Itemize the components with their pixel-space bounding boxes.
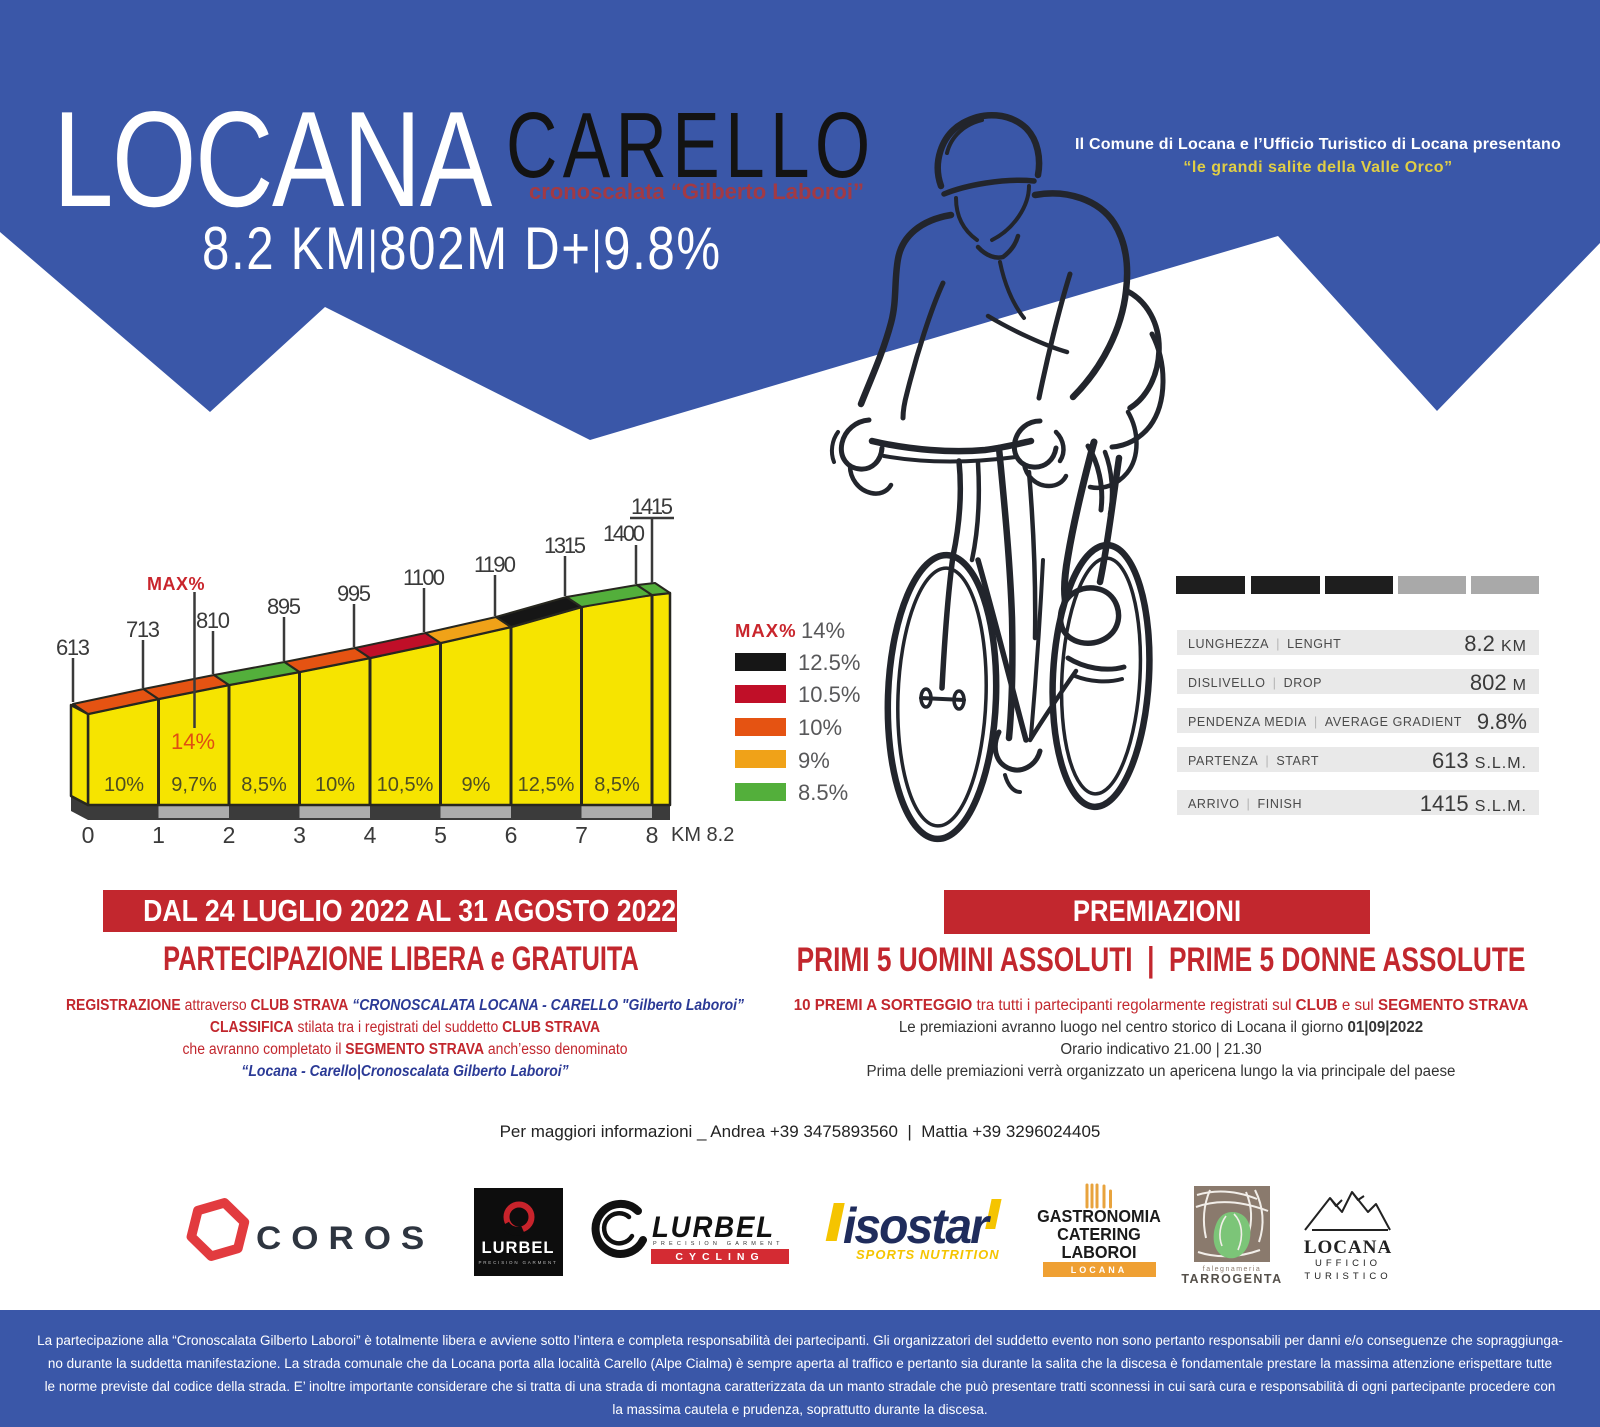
svg-text:8: 8: [646, 822, 659, 848]
svg-text:KM 8.2: KM 8.2: [671, 824, 734, 846]
svg-text:SPORTS NUTRITION: SPORTS NUTRITION: [856, 1247, 1000, 1262]
svg-text:PRECISION GARMENT: PRECISION GARMENT: [653, 1241, 784, 1247]
svg-text:613: 613: [56, 635, 90, 660]
svg-text:MAX%: MAX%: [735, 620, 797, 641]
svg-text:TURISTICO: TURISTICO: [1304, 1271, 1391, 1282]
svg-text:8,5%: 8,5%: [594, 774, 640, 796]
svg-text:10,5%: 10,5%: [377, 774, 434, 796]
svg-text:995: 995: [337, 581, 371, 606]
svg-text:1100: 1100: [403, 565, 445, 590]
svg-text:9%: 9%: [462, 774, 491, 796]
svg-text:4: 4: [364, 822, 377, 848]
svg-text:6: 6: [505, 822, 518, 848]
svg-text:falegnameria: falegnameria: [1203, 1266, 1261, 1273]
svg-text:LOCANA: LOCANA: [1304, 1237, 1392, 1258]
svg-text:CATERING: CATERING: [1057, 1224, 1141, 1244]
svg-text:MAX%: MAX%: [147, 574, 205, 594]
svg-text:10%: 10%: [315, 774, 355, 796]
svg-text:UFFICIO: UFFICIO: [1315, 1258, 1381, 1269]
svg-text:10.5%: 10.5%: [798, 682, 860, 707]
svg-text:895: 895: [267, 594, 301, 619]
svg-text:1190: 1190: [474, 552, 516, 577]
svg-text:9%: 9%: [798, 748, 830, 773]
svg-text:5: 5: [434, 822, 447, 848]
svg-text:1415: 1415: [631, 494, 673, 519]
svg-text:14%: 14%: [171, 729, 215, 754]
svg-text:COROS: COROS: [256, 1220, 434, 1257]
svg-text:10%: 10%: [798, 715, 842, 740]
svg-text:1400: 1400: [603, 521, 645, 546]
svg-text:8,5%: 8,5%: [241, 774, 287, 796]
svg-text:TARROGENTA: TARROGENTA: [1181, 1272, 1282, 1286]
svg-text:isostar: isostar: [843, 1199, 992, 1254]
svg-text:10%: 10%: [104, 774, 144, 796]
svg-text:12.5%: 12.5%: [798, 650, 860, 675]
svg-text:0: 0: [82, 822, 95, 848]
svg-text:12,5%: 12,5%: [518, 774, 575, 796]
svg-text:LURBEL: LURBEL: [652, 1211, 775, 1244]
svg-text:LURBEL: LURBEL: [482, 1239, 555, 1257]
svg-text:2: 2: [223, 822, 236, 848]
svg-text:14%: 14%: [801, 618, 845, 643]
svg-text:1: 1: [152, 822, 165, 848]
svg-text:GASTRONOMIA: GASTRONOMIA: [1037, 1206, 1161, 1226]
svg-text:LABOROI: LABOROI: [1062, 1242, 1137, 1262]
svg-text:9,7%: 9,7%: [171, 774, 217, 796]
svg-text:7: 7: [575, 822, 588, 848]
svg-text:8.5%: 8.5%: [798, 780, 848, 805]
svg-text:3: 3: [293, 822, 306, 848]
svg-text:LOCANA: LOCANA: [1071, 1265, 1128, 1275]
svg-text:PRECISION GARMENT: PRECISION GARMENT: [478, 1260, 557, 1265]
svg-text:1315: 1315: [544, 533, 586, 558]
svg-text:CYCLING: CYCLING: [675, 1251, 764, 1263]
svg-text:713: 713: [126, 617, 160, 642]
svg-text:810: 810: [196, 608, 230, 633]
